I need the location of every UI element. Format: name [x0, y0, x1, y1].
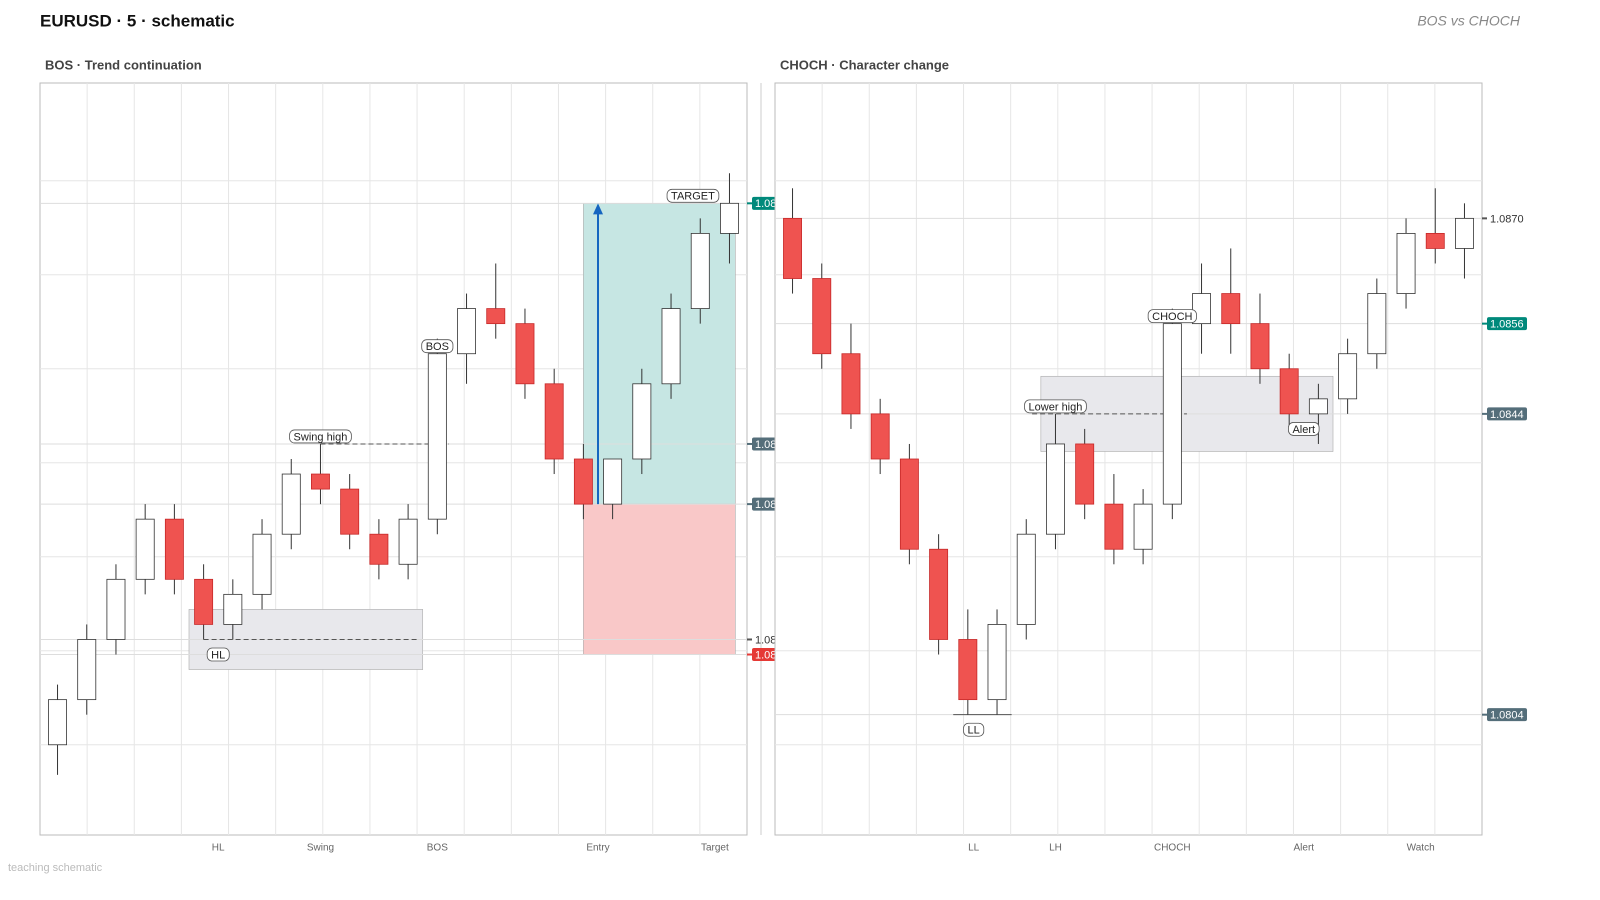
candle-body — [281, 473, 301, 535]
annotation-box — [1147, 309, 1197, 324]
level-label: 1.0804 — [1490, 710, 1524, 722]
candle-body — [1133, 503, 1153, 550]
candle-body — [812, 278, 832, 355]
candle-body — [1425, 232, 1445, 249]
candle-body — [311, 473, 330, 490]
candle-body — [1455, 217, 1474, 249]
candle-body — [1075, 443, 1095, 505]
candle-body — [1192, 293, 1211, 325]
candle-body — [135, 518, 155, 580]
x-tick-label: Entry — [586, 843, 609, 854]
x-tick-label: LL — [968, 843, 980, 854]
annotation-box — [1024, 399, 1087, 414]
annotation: Lower high — [1029, 401, 1083, 413]
candle-body — [164, 518, 184, 580]
candle-body — [929, 548, 949, 640]
candle-body — [573, 458, 593, 505]
level-tag — [1487, 708, 1527, 722]
candle-body — [398, 518, 418, 565]
panel-title: CHOCH · Character change — [780, 57, 949, 72]
candle-body — [1308, 398, 1328, 415]
candle-body — [1279, 368, 1299, 415]
annotation-box — [666, 188, 720, 203]
candle-body — [690, 232, 710, 309]
x-tick-label: LH — [1049, 843, 1062, 854]
candle-body — [661, 308, 681, 385]
footer: teaching schematic — [8, 862, 103, 874]
level-label: 1.0856 — [1490, 319, 1524, 331]
annotation: LL — [968, 725, 980, 737]
x-tick-label: CHOCH — [1154, 843, 1191, 854]
candle-body — [1016, 533, 1036, 625]
candle-body — [106, 578, 126, 640]
candle-body — [987, 624, 1007, 701]
candle-body — [340, 488, 360, 535]
zone — [583, 503, 736, 655]
annotation: CHOCH — [1152, 311, 1192, 323]
level-tag — [1487, 317, 1527, 331]
panel-frame — [774, 82, 1483, 836]
x-tick-label: Swing — [307, 843, 334, 854]
candle-body — [1221, 293, 1241, 325]
arrow-head — [593, 203, 604, 215]
candle-body — [899, 458, 919, 550]
candle-body — [720, 202, 739, 234]
candle-body — [783, 217, 802, 279]
x-tick-label: BOS — [427, 843, 448, 854]
page-title: EURUSD · 5 · schematic — [40, 11, 235, 30]
candle-body — [1162, 323, 1182, 505]
candle-body — [1338, 353, 1358, 400]
annotation-box — [206, 647, 230, 662]
x-tick-label: Watch — [1407, 843, 1435, 854]
candle-body — [1250, 323, 1270, 370]
x-tick-label: Target — [701, 843, 729, 854]
candle-body — [870, 413, 890, 460]
candle-body — [632, 383, 652, 460]
candle-body — [369, 533, 389, 565]
candle-body — [223, 593, 243, 625]
candle-body — [515, 323, 535, 385]
annotation: Alert — [1292, 424, 1315, 436]
candle-body — [252, 533, 272, 595]
annotation-box — [1288, 422, 1320, 436]
x-tick-label: HL — [212, 843, 225, 854]
candle-body — [1396, 232, 1416, 294]
annotation: TARGET — [671, 191, 715, 203]
candle-body — [1104, 503, 1124, 550]
candle-body — [486, 308, 506, 325]
candle-body — [958, 639, 978, 701]
candle-body — [841, 353, 861, 415]
annotation: BOS — [426, 341, 449, 353]
annotation-box — [289, 429, 352, 444]
x-tick-label: Alert — [1294, 843, 1315, 854]
candle-body — [194, 578, 214, 625]
panel-title: BOS · Trend continuation — [45, 57, 202, 72]
candle-body — [457, 308, 476, 355]
candle-body — [1046, 443, 1065, 535]
candle-body — [1367, 293, 1387, 355]
level-tag — [1487, 407, 1527, 421]
candle-body — [77, 639, 97, 701]
annotation: Swing high — [294, 431, 348, 443]
level-label: 1.0844 — [1490, 409, 1524, 421]
level-label: 1.0870 — [1490, 213, 1524, 225]
zone — [583, 203, 736, 505]
page-subtitle: BOS vs CHOCH — [1417, 13, 1521, 29]
candle-body — [544, 383, 564, 460]
candle-body — [603, 458, 623, 505]
candle-body — [48, 699, 67, 746]
annotation: HL — [211, 649, 225, 661]
annotation-box — [963, 722, 985, 737]
annotation-box — [421, 339, 454, 354]
candle-body — [427, 353, 447, 520]
